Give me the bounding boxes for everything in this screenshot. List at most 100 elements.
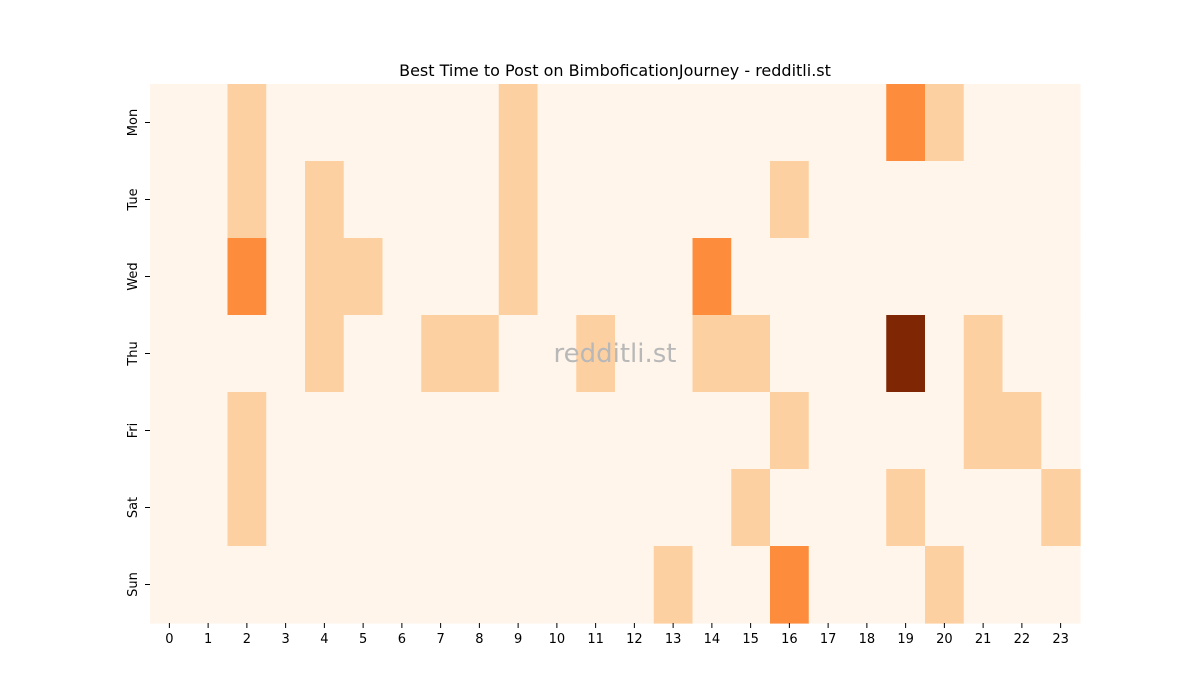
y-tick-label: Fri xyxy=(126,423,141,439)
heatmap-cell xyxy=(227,469,267,547)
heatmap-cell xyxy=(460,546,500,624)
heatmap-cell xyxy=(847,315,887,393)
heatmap-cell xyxy=(615,469,655,547)
x-tick-label: 7 xyxy=(436,632,444,647)
heatmap-cell xyxy=(498,84,539,162)
heatmap-cell xyxy=(305,161,345,239)
heatmap-cell xyxy=(770,469,810,547)
heatmap-cell xyxy=(343,84,384,162)
heatmap-cell xyxy=(343,469,384,547)
heatmap-cell xyxy=(1041,238,1081,316)
x-tick-label: 18 xyxy=(859,632,876,647)
heatmap-cell xyxy=(576,238,616,316)
heatmap-cell xyxy=(653,161,694,239)
heatmap-cell xyxy=(460,315,500,393)
heatmap-cell xyxy=(692,238,732,316)
x-tick-label: 15 xyxy=(742,632,759,647)
heatmap-cell xyxy=(421,469,461,547)
heatmap-cell xyxy=(537,84,577,162)
heatmap-cell xyxy=(847,238,887,316)
heatmap-cell xyxy=(653,238,694,316)
heatmap-cell xyxy=(731,238,771,316)
heatmap-cell xyxy=(498,546,539,624)
heatmap-cell xyxy=(615,546,655,624)
heatmap-cell xyxy=(808,392,849,470)
heatmap-cell xyxy=(460,469,500,547)
heatmap-cell xyxy=(615,161,655,239)
heatmap-cell xyxy=(963,469,1004,547)
heatmap-cell xyxy=(808,546,849,624)
x-tick-label: 17 xyxy=(820,632,837,647)
heatmap-cell xyxy=(1041,392,1081,470)
heatmap-cell xyxy=(266,469,306,547)
heatmap-cell xyxy=(615,392,655,470)
x-tick-label: 1 xyxy=(204,632,212,647)
heatmap-cell xyxy=(537,546,577,624)
heatmap-cell xyxy=(847,84,887,162)
heatmap-cell xyxy=(343,546,384,624)
heatmap-cell xyxy=(460,84,500,162)
heatmap-cell xyxy=(150,469,190,547)
heatmap-cell xyxy=(537,469,577,547)
heatmap-cell xyxy=(1002,392,1042,470)
y-tick-label: Mon xyxy=(126,109,141,136)
heatmap-cell xyxy=(615,315,655,393)
heatmap-cell xyxy=(770,315,810,393)
heatmap-cell xyxy=(150,161,190,239)
heatmap-cell xyxy=(305,84,345,162)
heatmap-cell xyxy=(382,392,422,470)
heatmap-cell xyxy=(886,392,926,470)
x-tick-label: 4 xyxy=(320,632,328,647)
heatmap-cell xyxy=(808,315,849,393)
heatmap-cell xyxy=(382,469,422,547)
heatmap-cells xyxy=(150,84,1081,624)
heatmap-cell xyxy=(925,238,965,316)
heatmap-cell xyxy=(227,84,267,162)
heatmap-cell xyxy=(227,238,267,316)
heatmap-cell xyxy=(150,546,190,624)
x-tick-label: 23 xyxy=(1052,632,1069,647)
heatmap-cell xyxy=(963,84,1004,162)
heatmap-cell xyxy=(731,546,771,624)
heatmap-cell xyxy=(731,161,771,239)
heatmap-cell xyxy=(653,392,694,470)
heatmap-cell xyxy=(576,469,616,547)
heatmap-cell xyxy=(421,84,461,162)
heatmap-cell xyxy=(421,392,461,470)
heatmap-cell xyxy=(1041,546,1081,624)
heatmap-cell xyxy=(266,238,306,316)
heatmap-cell xyxy=(305,546,345,624)
x-tick-label: 13 xyxy=(665,632,682,647)
heatmap-cell xyxy=(692,84,732,162)
heatmap-cell xyxy=(421,238,461,316)
heatmap-cell xyxy=(305,392,345,470)
heatmap-cell xyxy=(576,84,616,162)
heatmap-cell xyxy=(886,315,926,393)
heatmap-cell xyxy=(770,392,810,470)
heatmap-cell xyxy=(382,161,422,239)
x-tick-label: 22 xyxy=(1014,632,1031,647)
heatmap-cell xyxy=(770,84,810,162)
heatmap-cell xyxy=(1002,315,1042,393)
heatmap-cell xyxy=(266,161,306,239)
heatmap-cell xyxy=(925,469,965,547)
heatmap-cell xyxy=(150,315,190,393)
heatmap-cell xyxy=(808,238,849,316)
heatmap-cell xyxy=(847,161,887,239)
heatmap-cell xyxy=(266,84,306,162)
heatmap-cell xyxy=(1002,469,1042,547)
heatmap-cell xyxy=(1041,161,1081,239)
heatmap-cell xyxy=(963,238,1004,316)
heatmap-cell xyxy=(266,315,306,393)
heatmap-cell xyxy=(847,546,887,624)
heatmap-cell xyxy=(382,84,422,162)
x-tick-label: 3 xyxy=(281,632,289,647)
x-tick-label: 6 xyxy=(398,632,406,647)
heatmap-cell xyxy=(382,238,422,316)
heatmap-cell xyxy=(1002,84,1042,162)
heatmap-cell xyxy=(847,469,887,547)
y-tick-label: Tue xyxy=(126,188,141,211)
heatmap-cell xyxy=(498,469,539,547)
heatmap-cell xyxy=(537,392,577,470)
heatmap-cell xyxy=(925,161,965,239)
